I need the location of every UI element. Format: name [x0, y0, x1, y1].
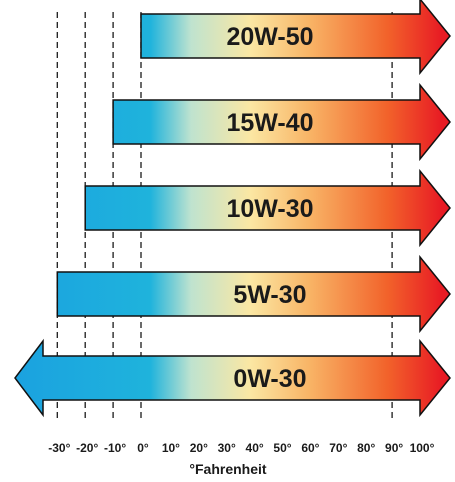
tick-label: 10°	[162, 441, 180, 455]
band-label: 20W-50	[226, 23, 313, 51]
x-axis-ticks: -30° -20° -10° 0° 10° 20° 30° 40° 50° 60° 70° 80° 90…	[48, 441, 434, 455]
tick-label: -10°	[104, 441, 126, 455]
tick-label: 30°	[218, 441, 236, 455]
band-5w-30	[56, 254, 451, 334]
band-label: 10W-30	[226, 195, 313, 223]
x-axis-title: °Fahrenheit	[189, 461, 267, 477]
band-0w-30	[14, 338, 451, 418]
band-10w-30	[84, 168, 451, 248]
band-15w-40	[112, 82, 451, 162]
tick-label: -20°	[76, 441, 98, 455]
tick-label: 60°	[301, 441, 319, 455]
band-label: 15W-40	[226, 109, 313, 137]
band-20w-50	[140, 0, 451, 76]
tick-label: 80°	[357, 441, 375, 455]
tick-label: -30°	[48, 441, 70, 455]
band-label: 5W-30	[233, 281, 306, 309]
tick-label: 40°	[246, 441, 264, 455]
tick-label: 0°	[137, 441, 149, 455]
tick-label: 70°	[329, 441, 347, 455]
band-label: 0W-30	[233, 365, 306, 393]
viscosity-bands: 20W-50 15W-40 10W-30 5W-30 0W-30	[14, 0, 451, 418]
tick-label: 50°	[273, 441, 291, 455]
tick-label: 20°	[190, 441, 208, 455]
tick-label: 100°	[410, 441, 435, 455]
tick-label: 90°	[385, 441, 403, 455]
